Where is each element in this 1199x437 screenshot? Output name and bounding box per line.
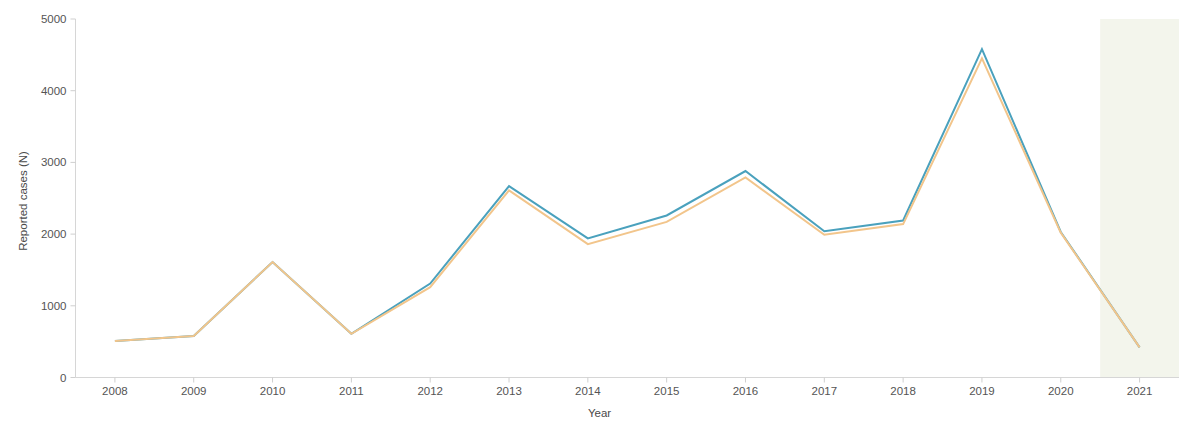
x-tick-label: 2016 (733, 385, 759, 397)
x-tick-label: 2009 (181, 385, 207, 397)
x-tick-label: 2013 (496, 385, 522, 397)
x-tick-label: 2019 (969, 385, 995, 397)
y-tick-label: 5000 (41, 13, 67, 25)
y-tick-label: 2000 (41, 228, 67, 240)
x-tick-label: 2011 (339, 385, 364, 397)
y-tick-label: 4000 (41, 85, 67, 97)
highlight-band (1100, 19, 1179, 378)
reported-cases-line-chart: 0 1000 2000 3000 4000 5000 2008 2009 2010 2011 201… (0, 0, 1199, 437)
x-tick-label: 2014 (575, 385, 601, 397)
x-tick-label: 2018 (890, 385, 916, 397)
line-chart-svg: 0 1000 2000 3000 4000 5000 2008 2009 2010 2011 201… (0, 0, 1199, 437)
x-tick-label: 2008 (102, 385, 128, 397)
y-tick-label: 1000 (41, 300, 67, 312)
x-tick-label: 2015 (654, 385, 680, 397)
y-tick-label: 0 (60, 372, 66, 384)
x-tick-label: 2020 (1048, 385, 1074, 397)
series-line-orange-series[interactable] (115, 58, 1140, 347)
series-line-blue-series[interactable] (115, 49, 1140, 347)
y-tick-label: 3000 (41, 156, 67, 168)
y-axis-title: Reported cases (N) (17, 131, 29, 271)
x-tick-label: 2010 (260, 385, 286, 397)
x-tick-label: 2017 (812, 385, 838, 397)
x-axis-title: Year (0, 407, 1199, 419)
x-tick-label: 2021 (1127, 385, 1153, 397)
x-tick-label: 2012 (417, 385, 443, 397)
